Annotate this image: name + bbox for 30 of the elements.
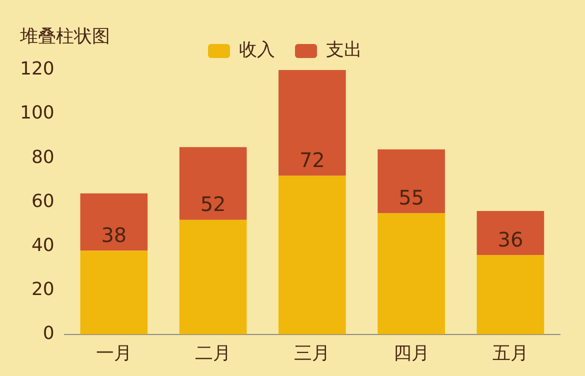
- y-tick-label: 120: [20, 58, 54, 80]
- y-tick-label: 0: [42, 323, 54, 344]
- y-tick-label: 20: [31, 279, 54, 300]
- x-tick-label: 二月: [195, 342, 232, 364]
- data-label: 36: [498, 227, 524, 252]
- data-label: 52: [200, 192, 226, 216]
- bar: [278, 176, 346, 334]
- x-tick-label: 五月: [492, 342, 528, 364]
- y-tick-label: 60: [31, 190, 54, 212]
- y-tick-label: 80: [31, 146, 54, 168]
- bar: [378, 149, 445, 214]
- bar: [476, 255, 544, 334]
- y-tick-label: 100: [20, 102, 54, 124]
- bar: [378, 213, 445, 334]
- bar: [179, 147, 247, 220]
- bar: [476, 211, 544, 256]
- chart-title: 堆叠柱状图: [20, 25, 110, 48]
- bar: [80, 250, 148, 334]
- bar: [80, 193, 148, 251]
- legend-label: 支出: [326, 40, 362, 61]
- y-tick-label: 40: [31, 234, 54, 256]
- x-tick-label: 三月: [294, 342, 330, 364]
- data-label: 72: [299, 148, 325, 172]
- data-label: 55: [398, 185, 424, 210]
- x-tick-label: 一月: [96, 342, 132, 364]
- data-label: 38: [101, 222, 127, 247]
- bar: [278, 70, 346, 176]
- legend-label: 收入: [239, 40, 275, 61]
- bar: [179, 220, 247, 334]
- x-tick-label: 四月: [393, 342, 430, 364]
